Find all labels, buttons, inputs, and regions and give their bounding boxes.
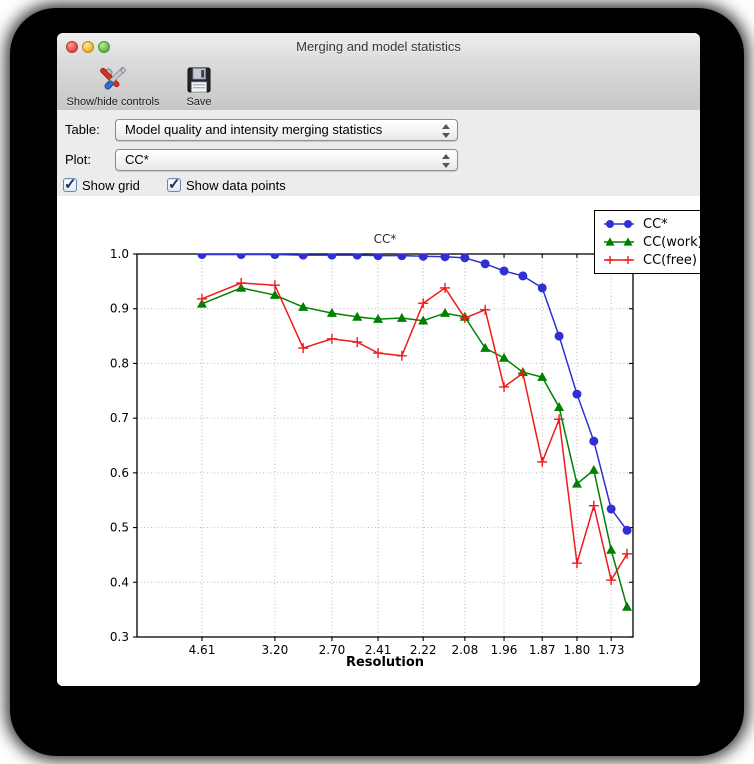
check-icon: ✓	[168, 176, 181, 193]
svg-text:1.0: 1.0	[110, 247, 129, 261]
svg-text:0.7: 0.7	[110, 411, 129, 425]
show-grid-checkbox-group[interactable]: ✓ Show grid	[63, 176, 140, 193]
close-button[interactable]	[66, 41, 78, 53]
table-label: Table:	[65, 122, 100, 137]
plot-select-value: CC*	[125, 152, 149, 167]
show-grid-checkbox[interactable]: ✓	[63, 176, 77, 193]
legend-marker-cc-work	[604, 237, 634, 246]
svg-text:0.8: 0.8	[110, 356, 129, 370]
svg-text:1.96: 1.96	[491, 643, 518, 657]
chart-canvas: 4.61 3.20 2.70 2.41 2.22 2.08 1.96 1.87 1.80 1.73…	[110, 247, 634, 657]
legend-item: CC(free)	[601, 251, 700, 269]
tools-icon	[100, 66, 127, 90]
svg-text:2.70: 2.70	[319, 643, 346, 657]
zoom-button[interactable]	[98, 41, 110, 53]
show-hide-controls-label: Show/hide controls	[66, 96, 160, 108]
legend-label: CC(free)	[643, 252, 697, 268]
title-bar[interactable]: Merging and model statistics	[57, 33, 700, 60]
svg-text:0.4: 0.4	[110, 575, 129, 589]
svg-text:0.5: 0.5	[110, 521, 129, 535]
save-icon	[187, 67, 211, 93]
legend-item: CC*	[601, 215, 700, 233]
svg-text:1.80: 1.80	[564, 643, 591, 657]
svg-text:2.08: 2.08	[451, 643, 478, 657]
svg-text:0.3: 0.3	[110, 630, 129, 644]
x-axis-label: Resolution	[345, 655, 425, 670]
save-button[interactable]: Save	[177, 62, 221, 108]
svg-text:4.61: 4.61	[189, 643, 216, 657]
show-hide-controls-button[interactable]: Show/hide controls	[61, 62, 165, 108]
controls-panel: Table: Model quality and intensity mergi…	[57, 110, 700, 197]
svg-text:2.41: 2.41	[365, 643, 392, 657]
show-data-points-label: Show data points	[186, 177, 286, 193]
toolbar: Show/hide controls Save	[57, 60, 700, 110]
show-data-points-checkbox[interactable]: ✓	[167, 176, 181, 193]
check-icon: ✓	[64, 176, 77, 193]
legend-marker-cc-star	[604, 220, 634, 228]
svg-text:3.20: 3.20	[262, 643, 289, 657]
minimize-button[interactable]	[82, 41, 94, 53]
show-grid-label: Show grid	[82, 177, 140, 193]
legend-marker-cc-free	[604, 256, 634, 264]
plot-label: Plot:	[65, 152, 92, 167]
table-select[interactable]: Model quality and intensity merging stat…	[115, 119, 458, 141]
window-title: Merging and model statistics	[296, 39, 461, 54]
svg-text:0.9: 0.9	[110, 302, 129, 316]
legend-label: CC(work)	[643, 234, 700, 250]
svg-text:1.73: 1.73	[598, 643, 625, 657]
stepper-arrows-icon	[441, 153, 450, 169]
legend-label: CC*	[643, 216, 668, 232]
show-data-points-checkbox-group[interactable]: ✓ Show data points	[167, 176, 286, 193]
save-label: Save	[186, 96, 212, 108]
chart-title: CC*	[373, 232, 397, 246]
svg-text:1.87: 1.87	[529, 643, 556, 657]
app-window: Merging and model statistics Show/hide c…	[57, 33, 700, 686]
plot-select[interactable]: CC*	[115, 149, 458, 171]
svg-text:2.22: 2.22	[410, 643, 437, 657]
plot-figure: 4.61 3.20 2.70 2.41 2.22 2.08 1.96 1.87 1.80 1.73…	[57, 196, 700, 686]
window-header: Merging and model statistics Show/hide c…	[57, 33, 700, 111]
legend-item: CC(work)	[601, 233, 700, 251]
table-select-value: Model quality and intensity merging stat…	[125, 122, 383, 137]
stepper-arrows-icon	[441, 123, 450, 139]
chart-legend: CC* CC(work) CC(free)	[594, 210, 700, 274]
svg-text:0.6: 0.6	[110, 466, 129, 480]
